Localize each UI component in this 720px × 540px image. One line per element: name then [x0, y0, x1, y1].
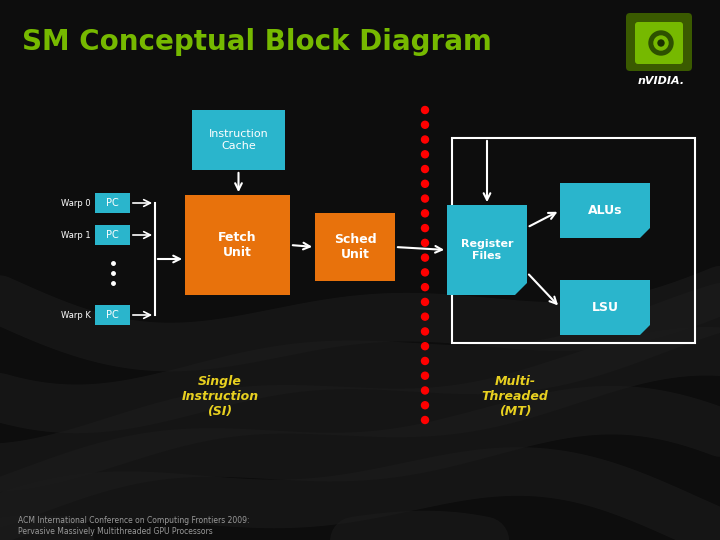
- Circle shape: [658, 40, 664, 46]
- Circle shape: [421, 151, 428, 158]
- Circle shape: [421, 254, 428, 261]
- Text: PC: PC: [106, 198, 119, 208]
- Text: Single
Instruction
(SI): Single Instruction (SI): [181, 375, 258, 418]
- Bar: [452, 138, 695, 343]
- Text: ALUs: ALUs: [588, 204, 622, 217]
- Polygon shape: [560, 280, 650, 335]
- Text: LSU: LSU: [592, 301, 618, 314]
- FancyBboxPatch shape: [626, 13, 692, 71]
- Circle shape: [421, 239, 428, 246]
- Circle shape: [421, 357, 428, 364]
- Circle shape: [421, 180, 428, 187]
- Bar: [95, 305, 130, 325]
- Text: Warp K: Warp K: [61, 310, 91, 320]
- Text: Multi-
Threaded
(MT): Multi- Threaded (MT): [482, 375, 549, 418]
- Text: PC: PC: [106, 230, 119, 240]
- Circle shape: [421, 210, 428, 217]
- Circle shape: [421, 313, 428, 320]
- Text: nVIDIA.: nVIDIA.: [637, 76, 685, 86]
- Circle shape: [421, 166, 428, 173]
- Circle shape: [421, 225, 428, 232]
- Bar: [95, 225, 130, 245]
- Circle shape: [421, 284, 428, 291]
- Text: Register
Files: Register Files: [461, 239, 513, 261]
- Bar: [95, 193, 130, 213]
- Polygon shape: [447, 205, 527, 295]
- Text: ACM International Conference on Computing Frontiers 2009:
Pervasive Massively Mu: ACM International Conference on Computin…: [18, 516, 250, 536]
- Text: Sched
Unit: Sched Unit: [333, 233, 377, 261]
- Bar: [185, 195, 290, 295]
- FancyBboxPatch shape: [635, 22, 683, 64]
- Text: Instruction
Cache: Instruction Cache: [209, 129, 269, 151]
- Circle shape: [654, 36, 668, 50]
- Circle shape: [421, 416, 428, 423]
- Text: PC: PC: [106, 310, 119, 320]
- Circle shape: [649, 31, 673, 55]
- Text: Fetch
Unit: Fetch Unit: [218, 231, 257, 259]
- Circle shape: [421, 402, 428, 409]
- Circle shape: [421, 343, 428, 350]
- Polygon shape: [560, 183, 650, 238]
- Circle shape: [421, 195, 428, 202]
- Circle shape: [421, 269, 428, 276]
- Circle shape: [421, 122, 428, 129]
- Circle shape: [421, 106, 428, 113]
- Circle shape: [421, 136, 428, 143]
- Bar: [315, 213, 395, 281]
- Text: Warp 0: Warp 0: [61, 199, 91, 207]
- Text: Warp 1: Warp 1: [61, 231, 91, 240]
- Circle shape: [421, 328, 428, 335]
- Text: SM Conceptual Block Diagram: SM Conceptual Block Diagram: [22, 28, 492, 56]
- Circle shape: [421, 299, 428, 306]
- Circle shape: [421, 372, 428, 379]
- Bar: [192, 110, 285, 170]
- Circle shape: [421, 387, 428, 394]
